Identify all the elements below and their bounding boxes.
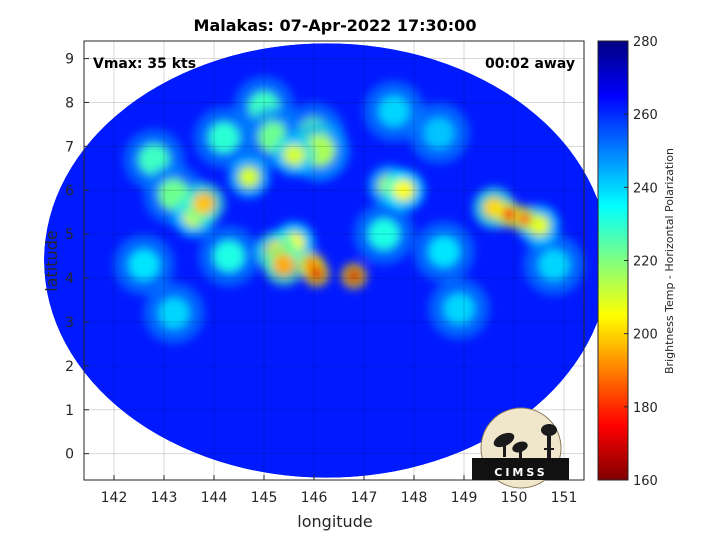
colorbar-tick-label: 220 bbox=[633, 255, 658, 270]
x-tick-label: 142 bbox=[101, 490, 128, 506]
cold-feature-7 bbox=[368, 218, 400, 251]
swath-background bbox=[44, 43, 609, 478]
cold-feature-0 bbox=[423, 117, 455, 150]
cold-feature-8 bbox=[213, 240, 245, 273]
y-tick-label: 6 bbox=[65, 183, 74, 199]
y-tick-label: 2 bbox=[65, 359, 74, 375]
y-axis-label: latitude bbox=[42, 230, 61, 291]
y-tick-label: 9 bbox=[65, 52, 74, 68]
y-tick-label: 1 bbox=[65, 403, 74, 419]
y-tick-label: 3 bbox=[65, 315, 74, 331]
colorbar-tick-label: 200 bbox=[633, 328, 658, 343]
x-axis-ticks: 142 143 144 145 146 147 148 149 150 151 bbox=[101, 475, 578, 506]
cold-feature-17 bbox=[238, 166, 260, 189]
x-tick-label: 151 bbox=[551, 490, 578, 506]
cold-feature-9 bbox=[208, 121, 240, 154]
grid-lines bbox=[84, 41, 584, 480]
colorbar-tick-label: 280 bbox=[633, 35, 658, 50]
colorbar: 160 180 200 220 240 260 280 Brightness Temp - … bbox=[597, 35, 676, 489]
x-tick-label: 148 bbox=[401, 490, 428, 506]
cold-feature-3 bbox=[378, 95, 410, 128]
brightness-temp-swath bbox=[44, 43, 609, 478]
y-tick-label: 8 bbox=[65, 95, 74, 111]
x-tick-label: 145 bbox=[251, 490, 278, 506]
cold-feature-5 bbox=[428, 235, 460, 268]
y-tick-label: 0 bbox=[65, 447, 74, 463]
colorbar-ticks: 160 180 200 220 240 260 280 bbox=[624, 35, 658, 489]
cold-feature-31 bbox=[347, 268, 361, 283]
colorbar-label: Brightness Temp - Horizontal Polarizatio… bbox=[663, 148, 676, 374]
plot-area: 142 143 144 145 146 147 148 149 150 151 0 1 2 3 4 5 6 7 8… bbox=[44, 40, 609, 506]
x-tick-label: 144 bbox=[201, 490, 228, 506]
logo-text: CIMSS bbox=[494, 466, 547, 479]
cold-feature-22 bbox=[393, 179, 415, 202]
colorbar-tick-label: 260 bbox=[633, 108, 658, 123]
colorbar-tick-label: 240 bbox=[633, 181, 658, 196]
cold-feature-25 bbox=[193, 192, 215, 215]
cold-feature-1 bbox=[443, 292, 475, 325]
x-tick-label: 143 bbox=[151, 490, 178, 506]
time-offset-annotation: 00:02 away bbox=[485, 56, 575, 72]
colorbar-tick-label: 160 bbox=[633, 474, 658, 489]
colorbar-tick-label: 180 bbox=[633, 401, 658, 416]
cold-feature-18 bbox=[283, 144, 305, 167]
x-axis-label: longitude bbox=[297, 512, 372, 531]
y-tick-label: 5 bbox=[65, 227, 74, 243]
x-tick-label: 150 bbox=[501, 490, 528, 506]
chart-title: Malakas: 07-Apr-2022 17:30:00 bbox=[194, 16, 477, 35]
x-tick-label: 149 bbox=[451, 490, 478, 506]
colorbar-gradient bbox=[597, 40, 629, 481]
cold-feature-26 bbox=[273, 253, 295, 276]
y-axis-ticks: 0 1 2 3 4 5 6 7 8 9 bbox=[65, 52, 89, 463]
cold-feature-30 bbox=[309, 266, 324, 281]
plot-frame bbox=[83, 40, 585, 481]
cold-feature-4 bbox=[538, 248, 570, 281]
cold-feature-28 bbox=[502, 207, 516, 222]
cold-feature-2 bbox=[158, 297, 190, 330]
cold-feature-6 bbox=[128, 248, 160, 281]
y-tick-label: 7 bbox=[65, 139, 74, 155]
cimss-logo: CIMSS bbox=[472, 407, 569, 489]
x-tick-label: 147 bbox=[351, 490, 378, 506]
vmax-annotation: Vmax: 35 kts bbox=[93, 56, 196, 72]
y-tick-label: 4 bbox=[65, 271, 74, 287]
convective-features bbox=[113, 76, 585, 344]
x-tick-label: 146 bbox=[301, 490, 328, 506]
